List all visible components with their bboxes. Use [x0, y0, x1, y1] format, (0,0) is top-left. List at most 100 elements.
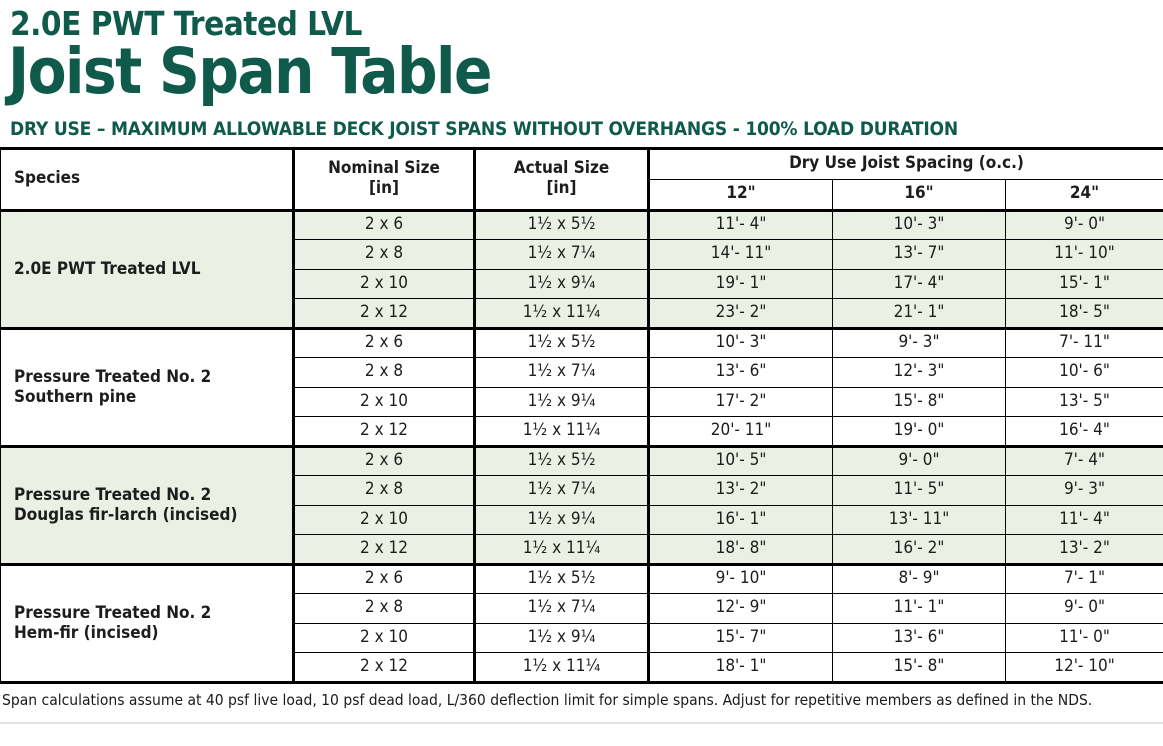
span-cell-24: 12'- 10": [1005, 652, 1163, 682]
col-header-24in: 24": [1005, 179, 1163, 212]
span-cell-24: 16'- 4": [1005, 416, 1163, 446]
header-line: Actual Size: [513, 158, 610, 179]
span-cell-16: 9'- 0": [832, 444, 1006, 476]
header-line: [in]: [368, 178, 400, 198]
span-cell-16: 10'- 3": [832, 208, 1006, 240]
span-cell-16: 13'- 6": [832, 622, 1006, 653]
span-cell-16: 12'- 3": [832, 357, 1006, 387]
nominal-size-cell: 2 x 6: [292, 562, 475, 594]
nominal-size-cell: 2 x 8: [292, 475, 475, 505]
nominal-size-cell: 2 x 12: [292, 652, 475, 682]
page-title: Joist Span Table: [8, 34, 492, 108]
span-cell-24: 10'- 6": [1005, 357, 1163, 387]
table-row: 2.0E PWT Treated LVL 2 x 6 1½ x 5½ 11'- …: [0, 208, 1163, 328]
actual-size-cell: 1½ x 7¼: [473, 357, 649, 387]
span-cell-24: 9'- 3": [1005, 475, 1163, 505]
span-cell-16: 15'- 8": [832, 386, 1006, 417]
table-caption-banner: DRY USE – MAXIMUM ALLOWABLE DECK JOIST S…: [10, 117, 958, 140]
table-row: Pressure Treated No. 2 Douglas fir-larch…: [0, 444, 1163, 564]
actual-size-cell: 1½ x 11¼: [473, 534, 649, 564]
nominal-size-cell: 2 x 10: [292, 622, 475, 653]
span-cell-16: 11'- 5": [832, 475, 1006, 505]
span-cell-12: 19'- 1": [647, 268, 833, 299]
joist-span-table: Species Nominal Size [in] Actual Size [i…: [0, 146, 1163, 684]
span-cell-12: 11'- 4": [647, 208, 833, 240]
table-row: 2 x 8 1½ x 7¼ 12'- 9" 11'- 1" 9'- 0": [1, 593, 1163, 623]
col-header-spacing-group: Dry Use Joist Spacing (o.c.): [647, 148, 1163, 180]
nominal-size-cell: 2 x 8: [292, 239, 475, 269]
span-cell-12: 12'- 9": [647, 593, 833, 623]
actual-size-cell: 1½ x 9¼: [473, 268, 649, 299]
span-cell-24: 11'- 0": [1005, 622, 1163, 653]
document-page: 2.0E PWT Treated LVL Joist Span Table DR…: [0, 6, 1163, 724]
span-cell-24: 18'- 5": [1005, 298, 1163, 328]
span-cell-12: 13'- 6": [647, 357, 833, 387]
nominal-size-cell: 2 x 10: [292, 504, 475, 535]
col-header-nominal-size: Nominal Size [in]: [292, 148, 475, 212]
header-row-top: Species Nominal Size [in] Actual Size [i…: [0, 148, 1163, 212]
actual-size-cell: 1½ x 11¼: [473, 652, 649, 682]
span-cell-24: 15'- 1": [1005, 268, 1163, 299]
table-row: Pressure Treated No. 2 Hem-fir (incised)…: [0, 562, 1163, 682]
span-cell-12: 15'- 7": [647, 622, 833, 653]
span-cell-12: 18'- 8": [647, 534, 833, 564]
span-cell-16: 17'- 4": [832, 268, 1006, 299]
nominal-size-cell: 2 x 10: [292, 268, 475, 299]
species-cell: Pressure Treated No. 2 Hem-fir (incised): [0, 562, 294, 682]
span-cell-24: 7'- 4": [1005, 444, 1163, 476]
species-cell: 2.0E PWT Treated LVL: [0, 208, 294, 328]
span-cell-12: 20'- 11": [647, 416, 833, 446]
footnote: Span calculations assume at 40 psf live …: [2, 690, 1093, 709]
species-line: Hem-fir (incised): [14, 623, 159, 643]
species-line: 2.0E PWT Treated LVL: [14, 258, 201, 279]
actual-size-cell: 1½ x 9¼: [473, 504, 649, 535]
span-cell-24: 7'- 11": [1005, 326, 1163, 358]
span-cell-16: 16'- 2": [832, 534, 1006, 564]
span-cell-24: 9'- 0": [1005, 208, 1163, 240]
actual-size-cell: 1½ x 7¼: [473, 239, 649, 269]
actual-size-cell: 1½ x 11¼: [473, 416, 649, 446]
table-row: 2 x 10 1½ x 9¼ 19'- 1" 17'- 4" 15'- 1": [1, 268, 1163, 299]
actual-size-cell: 1½ x 5½: [473, 444, 649, 476]
span-cell-16: 11'- 1": [832, 593, 1006, 623]
nominal-size-cell: 2 x 8: [292, 593, 475, 623]
span-cell-12: 10'- 3": [647, 326, 833, 358]
species-line: Douglas fir-larch (incised): [14, 505, 238, 525]
species-cell: Pressure Treated No. 2 Southern pine: [0, 326, 294, 446]
header-row-spacings: 12" 16" 24": [1, 179, 1163, 212]
table-row: 2 x 12 1½ x 11¼ 20'- 11" 19'- 0" 16'- 4": [1, 416, 1163, 446]
actual-size-cell: 1½ x 11¼: [473, 298, 649, 328]
table-row: 2 x 12 1½ x 11¼ 18'- 8" 16'- 2" 13'- 2": [1, 534, 1163, 564]
table-row: 2 x 10 1½ x 9¼ 17'- 2" 15'- 8" 13'- 5": [1, 386, 1163, 417]
span-cell-16: 13'- 11": [832, 504, 1006, 535]
nominal-size-cell: 2 x 12: [292, 298, 475, 328]
nominal-size-cell: 2 x 8: [292, 357, 475, 387]
span-cell-12: 14'- 11": [647, 239, 833, 269]
span-cell-24: 7'- 1": [1005, 562, 1163, 594]
span-cell-12: 16'- 1": [647, 504, 833, 535]
span-cell-16: 19'- 0": [832, 416, 1006, 446]
table-row: 2 x 10 1½ x 9¼ 15'- 7" 13'- 6" 11'- 0": [1, 622, 1163, 653]
span-cell-16: 8'- 9": [832, 562, 1006, 594]
col-header-actual-size: Actual Size [in]: [473, 148, 649, 212]
span-cell-12: 18'- 1": [647, 652, 833, 682]
actual-size-cell: 1½ x 7¼: [473, 593, 649, 623]
span-cell-12: 13'- 2": [647, 475, 833, 505]
span-cell-24: 11'- 4": [1005, 504, 1163, 535]
table-row: 2 x 10 1½ x 9¼ 16'- 1" 13'- 11" 11'- 4": [1, 504, 1163, 535]
table-row: Pressure Treated No. 2 Southern pine 2 x…: [0, 326, 1163, 446]
span-cell-12: 10'- 5": [647, 444, 833, 476]
span-cell-12: 9'- 10": [647, 562, 833, 594]
span-cell-24: 9'- 0": [1005, 593, 1163, 623]
bottom-divider: [0, 721, 1163, 724]
table-row: 2 x 8 1½ x 7¼ 13'- 2" 11'- 5" 9'- 3": [1, 475, 1163, 505]
header-line: Nominal Size: [328, 158, 440, 179]
table-row: 2 x 8 1½ x 7¼ 13'- 6" 12'- 3" 10'- 6": [1, 357, 1163, 387]
span-cell-16: 9'- 3": [832, 326, 1006, 358]
species-cell: Pressure Treated No. 2 Douglas fir-larch…: [0, 444, 294, 564]
table-header: Species Nominal Size [in] Actual Size [i…: [0, 148, 1163, 212]
nominal-size-cell: 2 x 6: [292, 208, 475, 240]
species-line: Pressure Treated No. 2: [14, 602, 212, 623]
span-cell-16: 21'- 1": [832, 298, 1006, 328]
nominal-size-cell: 2 x 12: [292, 534, 475, 564]
